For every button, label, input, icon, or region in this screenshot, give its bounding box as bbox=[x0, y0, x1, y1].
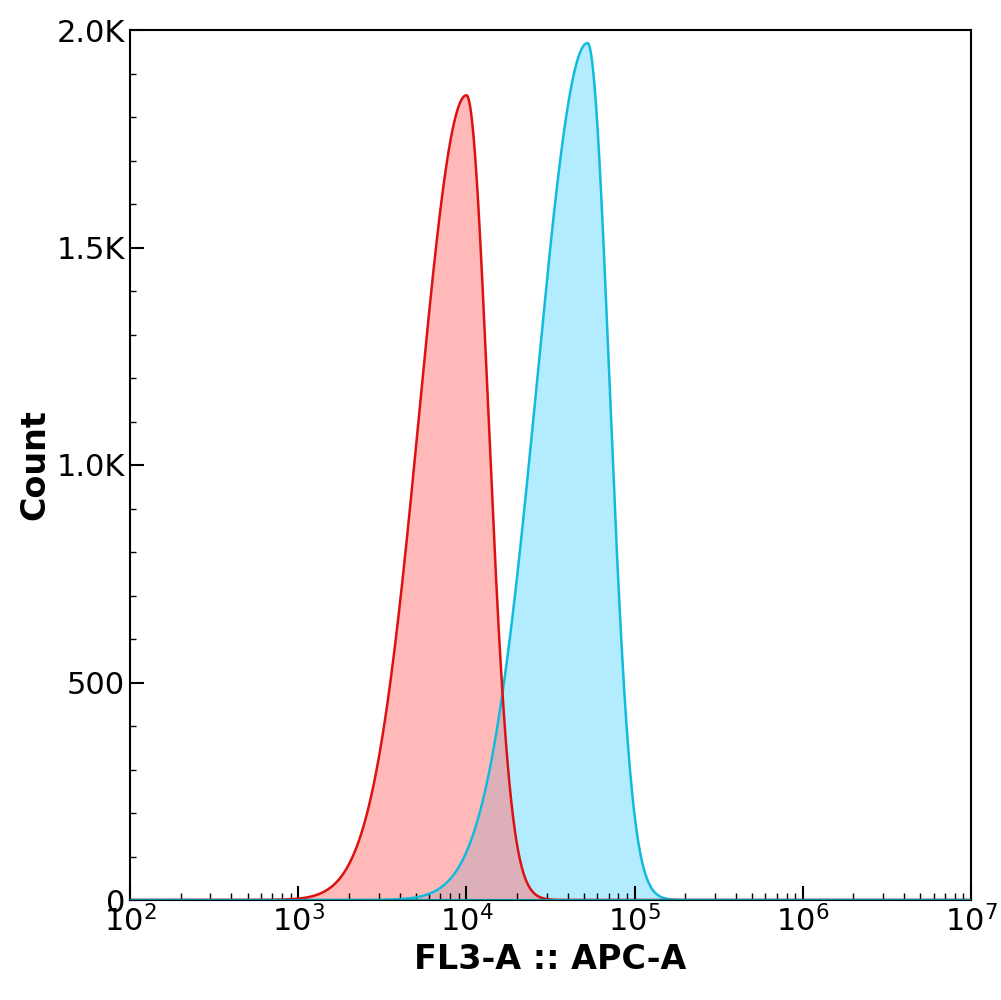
X-axis label: FL3-A :: APC-A: FL3-A :: APC-A bbox=[414, 943, 687, 976]
Y-axis label: Count: Count bbox=[18, 410, 51, 520]
